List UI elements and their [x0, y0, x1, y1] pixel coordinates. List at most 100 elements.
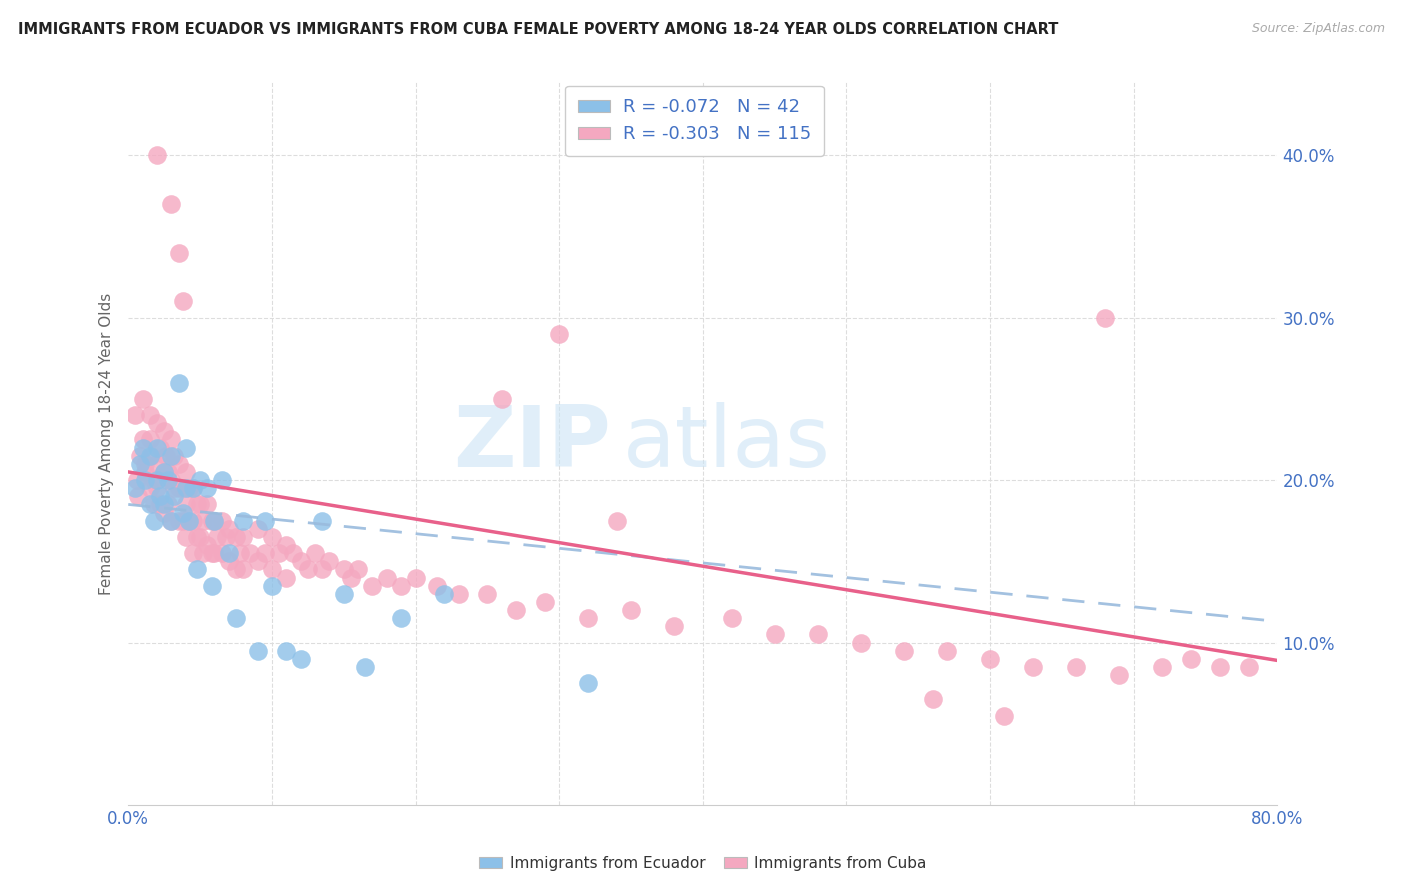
Point: [332, 587, 354, 601]
Point: [260, 530, 283, 544]
Point: [1209, 660, 1232, 674]
Point: [921, 692, 943, 706]
Point: [253, 514, 276, 528]
Point: [211, 514, 233, 528]
Point: [332, 562, 354, 576]
Point: [163, 481, 186, 495]
Legend: R = -0.072   N = 42, R = -0.303   N = 115: R = -0.072 N = 42, R = -0.303 N = 115: [565, 86, 824, 156]
Point: [218, 546, 240, 560]
Point: [188, 498, 211, 512]
Point: [1066, 660, 1088, 674]
Point: [128, 457, 150, 471]
Point: [131, 441, 153, 455]
Point: [447, 587, 470, 601]
Point: [157, 473, 180, 487]
Point: [318, 554, 340, 568]
Point: [172, 481, 194, 495]
Text: IMMIGRANTS FROM ECUADOR VS IMMIGRANTS FROM CUBA FEMALE POVERTY AMONG 18-24 YEAR : IMMIGRANTS FROM ECUADOR VS IMMIGRANTS FR…: [18, 22, 1059, 37]
Point: [177, 514, 200, 528]
Point: [160, 473, 183, 487]
Point: [297, 562, 319, 576]
Point: [576, 676, 599, 690]
Point: [763, 627, 786, 641]
Point: [146, 473, 169, 487]
Point: [260, 562, 283, 576]
Point: [232, 562, 254, 576]
Point: [181, 481, 204, 495]
Point: [124, 481, 146, 495]
Point: [153, 498, 176, 512]
Point: [160, 433, 183, 447]
Point: [576, 611, 599, 625]
Point: [347, 562, 370, 576]
Text: ZIP: ZIP: [453, 402, 610, 485]
Point: [239, 546, 262, 560]
Point: [149, 498, 172, 512]
Point: [172, 294, 194, 309]
Point: [200, 514, 222, 528]
Point: [143, 514, 166, 528]
Point: [177, 514, 200, 528]
Point: [153, 425, 176, 439]
Text: Source: ZipAtlas.com: Source: ZipAtlas.com: [1251, 22, 1385, 36]
Point: [160, 514, 183, 528]
Point: [124, 408, 146, 422]
Legend: Immigrants from Ecuador, Immigrants from Cuba: Immigrants from Ecuador, Immigrants from…: [474, 850, 932, 877]
Point: [936, 643, 959, 657]
Point: [276, 538, 298, 552]
Point: [389, 579, 412, 593]
Y-axis label: Female Poverty Among 18-24 Year Olds: Female Poverty Among 18-24 Year Olds: [100, 293, 114, 595]
Point: [720, 611, 742, 625]
Point: [146, 148, 169, 162]
Point: [1180, 652, 1202, 666]
Point: [276, 643, 298, 657]
Point: [389, 611, 412, 625]
Point: [153, 465, 176, 479]
Point: [188, 530, 211, 544]
Point: [153, 506, 176, 520]
Point: [225, 562, 247, 576]
Point: [477, 587, 499, 601]
Point: [620, 603, 643, 617]
Point: [146, 416, 169, 430]
Point: [211, 546, 233, 560]
Point: [172, 506, 194, 520]
Point: [139, 449, 162, 463]
Point: [426, 579, 449, 593]
Point: [204, 546, 226, 560]
Point: [218, 522, 240, 536]
Point: [218, 554, 240, 568]
Point: [232, 514, 254, 528]
Point: [246, 554, 269, 568]
Point: [246, 522, 269, 536]
Point: [606, 514, 628, 528]
Point: [141, 449, 163, 463]
Point: [204, 514, 226, 528]
Point: [283, 546, 305, 560]
Point: [979, 652, 1001, 666]
Point: [149, 441, 172, 455]
Point: [143, 498, 166, 512]
Point: [290, 554, 312, 568]
Point: [125, 473, 148, 487]
Point: [1108, 668, 1130, 682]
Point: [267, 546, 290, 560]
Point: [375, 570, 398, 584]
Point: [174, 530, 197, 544]
Point: [225, 530, 247, 544]
Point: [160, 514, 183, 528]
Point: [191, 546, 214, 560]
Point: [146, 441, 169, 455]
Point: [195, 481, 218, 495]
Point: [491, 392, 513, 406]
Point: [207, 530, 229, 544]
Point: [167, 514, 190, 528]
Point: [163, 449, 186, 463]
Point: [186, 562, 208, 576]
Point: [174, 441, 197, 455]
Point: [131, 392, 153, 406]
Point: [191, 514, 214, 528]
Point: [188, 473, 211, 487]
Point: [340, 570, 363, 584]
Point: [232, 530, 254, 544]
